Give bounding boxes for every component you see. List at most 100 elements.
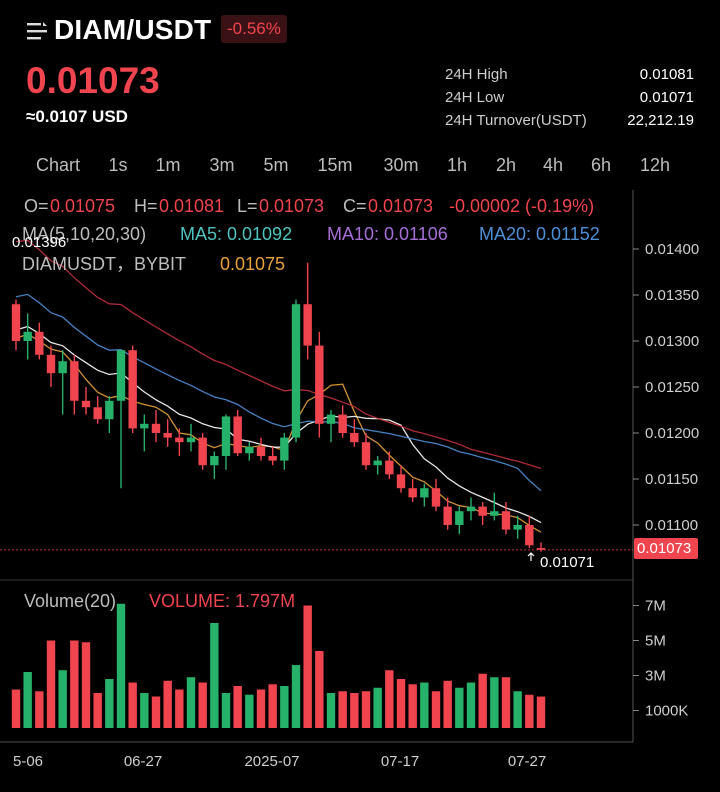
ma10-legend: MA10: 0.01106 [327, 224, 448, 244]
ma-line-ma10 [15, 325, 542, 524]
candle-body [326, 414, 336, 424]
volume-bar [373, 687, 382, 728]
tab-30m[interactable]: 30m [383, 155, 419, 175]
usd-price: ≈0.0107 USD [26, 107, 128, 126]
low-marker: 0.01071 [540, 554, 594, 571]
tab-5m[interactable]: 5m [263, 155, 289, 175]
volume-tick-label: 7M [645, 598, 666, 615]
candle-body [186, 437, 196, 443]
volume-bar [70, 640, 79, 728]
tab-1h[interactable]: 1h [446, 155, 468, 175]
volume-value: VOLUME: 1.797M [149, 591, 295, 611]
candle-body [478, 506, 487, 516]
timeframe-tabs: Chart 1s 1m 3m 5m 15m 30m 1h 2h 4h 6h 12… [0, 155, 720, 183]
price-tick-label: 0.01150 [645, 471, 698, 488]
candle-body [490, 511, 499, 516]
volume-bar [233, 686, 242, 728]
candle-body [396, 474, 406, 489]
tab-chart[interactable]: Chart [35, 155, 81, 175]
legend-open: 0.01075 [50, 196, 115, 216]
candle-body [408, 488, 417, 498]
volume-bar [140, 693, 149, 728]
candle-body [315, 345, 324, 424]
volume-bar [443, 680, 452, 728]
price-tick-label: 0.01250 [645, 379, 699, 396]
menu-icon[interactable] [26, 20, 48, 42]
ma-line-ma20 [15, 293, 542, 492]
candle-body [513, 525, 522, 530]
price-tick-label: 0.01100 [645, 517, 698, 534]
candle-body [338, 414, 347, 433]
legend-low-label: L= [237, 196, 258, 216]
tab-4h[interactable]: 4h [542, 155, 564, 175]
symbol-label: DIAMUSDT，BYBIT [22, 254, 186, 274]
candle-body [268, 456, 277, 461]
legend-open-label: O= [24, 196, 49, 216]
tab-1m[interactable]: 1m [155, 155, 181, 175]
price-tick-label: 0.01350 [645, 287, 699, 304]
tab-12h[interactable]: 12h [639, 155, 671, 175]
volume-bar [163, 680, 172, 728]
tab-1s[interactable]: 1s [108, 155, 128, 175]
volume-bar [198, 682, 207, 728]
volume-bar [326, 693, 336, 728]
volume-bar [280, 686, 289, 728]
tab-2h[interactable]: 2h [495, 155, 517, 175]
candle-body [105, 400, 114, 420]
volume-bar [291, 665, 301, 728]
pair-title[interactable]: DIAM/USDT [54, 14, 212, 45]
candle-body [431, 488, 441, 507]
volume-bar [23, 672, 32, 728]
candle-body [525, 525, 534, 546]
volume-tick-label: 3M [645, 668, 666, 685]
volume-bar [408, 684, 417, 728]
volume-bar [151, 696, 161, 728]
time-tick-label: 2025-07 [244, 753, 299, 770]
candle-body [501, 511, 511, 530]
candle-body [81, 400, 91, 408]
ma5-legend: MA5: 0.01092 [180, 224, 292, 244]
ma20-legend: MA20: 0.01152 [479, 224, 600, 244]
candle-body [128, 350, 137, 429]
tab-15m[interactable]: 15m [317, 155, 353, 175]
tab-6h[interactable]: 6h [590, 155, 612, 175]
tab-3m[interactable]: 3m [209, 155, 235, 175]
legend-close-label: C= [343, 196, 367, 216]
high-label: 24H High [445, 66, 508, 83]
volume-bar [58, 670, 67, 728]
volume-bar [268, 684, 277, 728]
candle-body [163, 433, 172, 438]
candle-body [256, 446, 266, 456]
candle-body [221, 416, 231, 456]
volume-title: Volume(20) [24, 591, 116, 611]
volume-bar [536, 696, 546, 728]
volume-bar [431, 691, 441, 728]
volume-tick-label: 5M [645, 633, 666, 650]
time-tick-label: 07-27 [508, 753, 546, 770]
low-label: 24H Low [445, 89, 505, 106]
volume-bar [303, 605, 312, 728]
candle-body [23, 331, 32, 341]
volume-bar [116, 603, 126, 728]
candle-body [420, 488, 429, 498]
volume-bar [478, 673, 487, 728]
candle-body [385, 460, 394, 475]
volume-tick-label: 1000K [645, 703, 688, 720]
legend-low: 0.01073 [259, 196, 324, 216]
volume-bar [245, 694, 254, 728]
symbol-value: 0.01075 [220, 254, 285, 274]
volume-bar [490, 677, 499, 728]
candle-body [233, 416, 242, 454]
low-value: 0.01071 [639, 89, 694, 106]
candle-body [455, 511, 464, 525]
candle-body [151, 423, 161, 433]
candlestick-chart[interactable]: 0.01400 0.01350 0.01300 0.01250 0.01200 0.011… [0, 185, 720, 792]
volume-bar [35, 691, 44, 728]
volume-bar [221, 693, 231, 728]
volume-bar [350, 693, 359, 728]
volume-bar [46, 640, 56, 728]
price-tick-label: 0.01200 [645, 425, 699, 442]
volume-bar [175, 689, 184, 728]
turnover-label: 24H Turnover(USDT) [445, 112, 587, 129]
volume-bar [105, 679, 114, 728]
